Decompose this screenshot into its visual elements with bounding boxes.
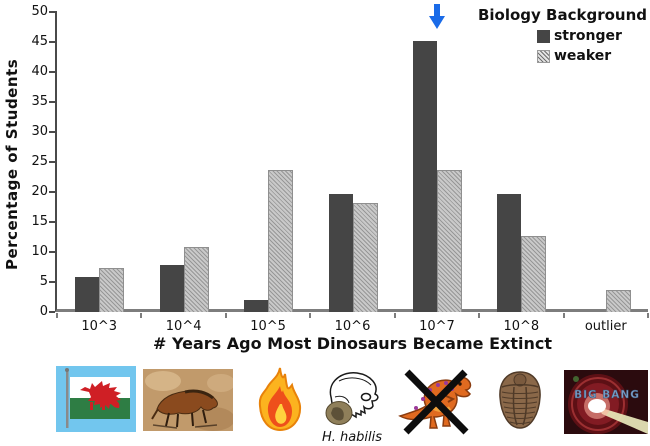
bar-weaker-10^7 [436,170,462,312]
xtick-mark-1 [140,313,143,318]
xtick-mark-4 [393,313,396,318]
ytick-mark-50 [49,11,55,13]
ytick-label-20: 20 [31,184,48,199]
ytick-label-45: 45 [31,34,48,49]
ytick-label-5: 5 [39,274,48,289]
trilobite-icon [494,369,546,435]
big-bang-icon: BIG BANG [564,370,648,438]
crossed-out-dinosaur-icon [394,366,478,440]
legend-label-weaker: weaker [553,48,612,64]
bar-weaker-10^3 [99,268,125,312]
x-axis-title: # Years Ago Most Dinosaurs Became Extinc… [153,334,552,353]
xtick-mark-7 [647,313,649,318]
legend-item-weaker: weaker [536,48,647,64]
ytick-mark-35 [49,101,55,103]
ytick-label-0: 0 [39,304,48,319]
bar-stronger-10^5 [244,300,269,312]
bar-weaker-10^5 [268,170,294,312]
bar-stronger-10^6 [328,194,353,312]
ytick-label-50: 50 [31,4,48,19]
bar-weaker-10^6 [352,203,378,312]
xtick-label-outlier: outlier [584,319,627,334]
cave-painting-icon [143,369,235,435]
stronger-swatch-icon [536,29,550,43]
legend: Biology Background stronger weaker [478,6,647,68]
h-habilis-skull-icon: H. habilis [319,367,385,445]
xtick-label-10^5: 10^5 [250,319,286,334]
legend-label-stronger: stronger [553,28,622,44]
xtick-label-10^8: 10^8 [503,319,540,334]
xtick-label-10^7: 10^7 [419,319,455,334]
bar-weaker-10^8 [521,236,547,312]
xtick-mark-2 [224,313,227,318]
ytick-mark-40 [49,71,55,73]
ytick-mark-20 [49,191,55,193]
welsh-flag-icon [56,366,136,436]
h-habilis-caption: H. habilis [321,430,383,445]
ytick-mark-45 [49,41,55,43]
ytick-label-25: 25 [31,154,48,169]
bar-stronger-10^8 [497,194,522,312]
xtick-label-10^4: 10^4 [165,319,202,334]
ytick-mark-25 [49,161,55,163]
fire-icon [254,366,306,436]
weaker-swatch-icon [536,49,550,63]
ytick-label-30: 30 [31,124,48,139]
xtick-label-10^3: 10^3 [81,319,118,334]
ytick-mark-10 [49,251,55,253]
ytick-mark-15 [49,221,55,223]
bar-stronger-10^7 [412,41,437,312]
xtick-mark-3 [309,313,312,318]
xtick-mark-0 [56,313,58,318]
xtick-mark-5 [478,313,481,318]
xtick-mark-6 [562,313,565,318]
ytick-mark-30 [49,131,55,133]
ytick-label-40: 40 [31,64,48,79]
bar-stronger-10^3 [75,277,100,312]
ytick-mark-0 [49,311,55,313]
ytick-label-35: 35 [31,94,48,109]
bar-weaker-outlier [605,290,631,312]
big-bang-text: BIG BANG [574,389,640,401]
down-arrow-annotation [428,3,446,30]
xtick-label-10^6: 10^6 [334,319,371,334]
ytick-mark-5 [49,281,55,283]
bar-stronger-10^4 [159,265,184,312]
ytick-label-15: 15 [31,214,48,229]
ytick-label-10: 10 [31,244,48,259]
legend-item-stronger: stronger [536,28,647,44]
legend-title: Biology Background [477,6,647,24]
bar-weaker-10^4 [183,247,209,312]
